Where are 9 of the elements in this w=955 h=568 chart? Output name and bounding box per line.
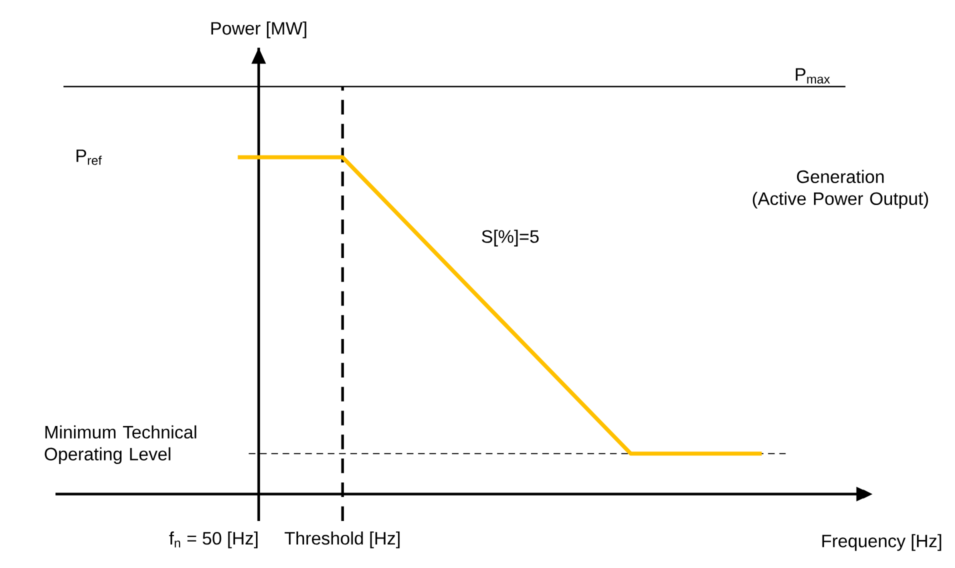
text: Power [MW] [211,22,306,38]
annotation: Generation (Active Power Output) [752,170,928,209]
text: f$_{n}$ = 50 [Hz] [169,532,258,548]
annotation: S[%]=5 [482,230,539,247]
text: Threshold [Hz] [284,532,400,548]
text: P$_{ref}$ [76,150,102,166]
ref-line-label: Minimum Technical Operating Level [44,425,196,464]
x-axis-title: Frequency [Hz] [822,534,942,552]
ref-line-label: P$_{max}$ [796,68,830,84]
